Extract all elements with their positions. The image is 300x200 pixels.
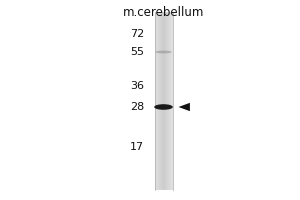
Bar xyxy=(164,12,165,190)
Bar xyxy=(156,12,157,190)
Bar xyxy=(165,12,166,190)
Bar xyxy=(159,12,160,190)
Bar xyxy=(159,12,160,190)
Bar xyxy=(158,12,159,190)
Bar xyxy=(170,12,171,190)
Bar xyxy=(160,12,161,190)
Bar xyxy=(166,12,167,190)
Bar xyxy=(170,12,171,190)
Bar xyxy=(160,12,161,190)
Bar xyxy=(155,12,156,190)
Text: 36: 36 xyxy=(130,81,144,91)
Bar xyxy=(167,12,168,190)
Polygon shape xyxy=(178,103,190,111)
Bar xyxy=(162,12,163,190)
Bar xyxy=(169,12,170,190)
Bar xyxy=(163,12,164,190)
Bar xyxy=(157,12,158,190)
Text: 17: 17 xyxy=(130,142,144,152)
Bar xyxy=(157,12,158,190)
Bar xyxy=(171,12,172,190)
Bar xyxy=(158,12,159,190)
Bar xyxy=(154,12,155,190)
Bar xyxy=(161,12,162,190)
Text: 55: 55 xyxy=(130,47,144,57)
Bar xyxy=(162,12,163,190)
Text: 28: 28 xyxy=(130,102,144,112)
Text: 72: 72 xyxy=(130,29,144,39)
Bar xyxy=(161,12,162,190)
Bar xyxy=(167,12,168,190)
Bar xyxy=(168,12,169,190)
Ellipse shape xyxy=(154,104,173,110)
Bar xyxy=(158,12,159,190)
Ellipse shape xyxy=(155,51,172,53)
Bar xyxy=(163,12,164,190)
Text: m.cerebellum: m.cerebellum xyxy=(123,6,204,19)
Bar xyxy=(169,12,170,190)
Bar xyxy=(171,12,172,190)
Bar xyxy=(164,12,165,190)
Bar xyxy=(165,12,166,190)
Bar xyxy=(156,12,157,190)
Bar xyxy=(155,12,156,190)
Bar xyxy=(172,12,173,190)
Bar xyxy=(168,12,169,190)
Bar xyxy=(171,12,172,190)
Bar xyxy=(170,12,171,190)
Bar xyxy=(169,12,170,190)
Bar xyxy=(162,12,163,190)
Bar xyxy=(160,12,161,190)
